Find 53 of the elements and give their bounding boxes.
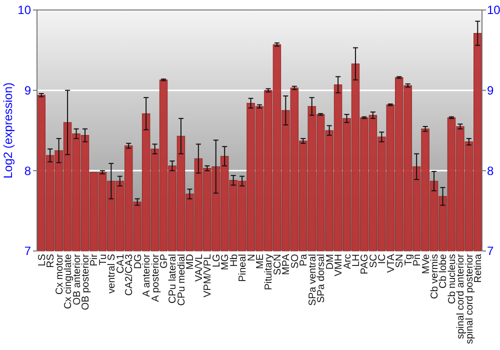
x-tick-label: CA1 [115,254,126,274]
x-tick-label: IC [377,254,388,264]
x-tick-label: Pineal [238,254,249,282]
x-tick-label: Arc [342,254,354,269]
y-tick-label: 9 [24,84,32,98]
x-tick-label: spinal cord posterior [464,253,476,344]
x-tick-label: MVe [420,254,432,274]
x-tick-label: Retina [473,254,484,283]
y-tick-label: 8 [24,164,32,178]
x-tick-label: SPa dorsal [316,254,328,303]
x-tick-label: OB posterior [80,253,92,310]
x-tick-label: ME [255,254,266,269]
x-tick-label: Hb [228,254,240,267]
x-tick-label: A posterior [150,253,162,302]
x-tick-label: SN [394,254,406,268]
x-tick-label: Pir [89,253,100,266]
x-tick-label: CA2/CA3 [124,254,136,296]
x-tick-label: CPu medial [176,254,188,306]
x-tick-label: spinal cord anterior [456,253,467,340]
x-tick-label: Tg [403,254,414,266]
x-tick-label: VTA [386,254,397,273]
x-tick-label: Pa [298,254,310,266]
x-tick-label: SC [368,254,380,268]
x-tick-label: Cb nucleus [446,254,458,304]
x-tick-label: Cb lobe [438,254,450,288]
x-tick-label: DM [324,254,336,270]
x-tick-label: Pn [412,254,424,266]
x-tick-label: VA/VL [194,254,205,282]
x-tick-label: LS [36,254,48,266]
x-tick-label: OB anterior [72,253,83,306]
x-tick-label: Tu [98,254,109,266]
x-tick-label: RS [46,254,57,268]
x-tick-label: VMH [334,254,345,276]
x-tick-label: PAG [360,254,371,274]
x-tick-label: ventral S [106,254,118,294]
x-tick-label: LG [211,254,222,268]
x-tick-label: Cx cingulate [63,254,74,310]
x-tick-label: SO [290,254,301,268]
x-tick-label: SCN [272,254,284,276]
x-tick-label: N [246,254,258,262]
x-tick-label: MPA [281,254,292,275]
y2-tick-label: 9 [487,84,494,98]
y-tick-label: 7 [24,244,32,258]
y2-tick-label: 10 [487,3,500,18]
x-tick-label: A anterior [142,253,153,297]
x-tick-label: VPM/VPL [202,254,214,298]
x-tick-label: LH [350,254,362,267]
y2-tick-label: 7 [487,244,494,258]
x-tick-label: DG [132,254,144,269]
y-tick-label: 10 [18,3,32,18]
y-axis-title: Log2 (expression) [1,82,15,179]
x-tick-label: Pituitary [264,254,275,290]
y2-tick-label: 8 [487,164,494,178]
